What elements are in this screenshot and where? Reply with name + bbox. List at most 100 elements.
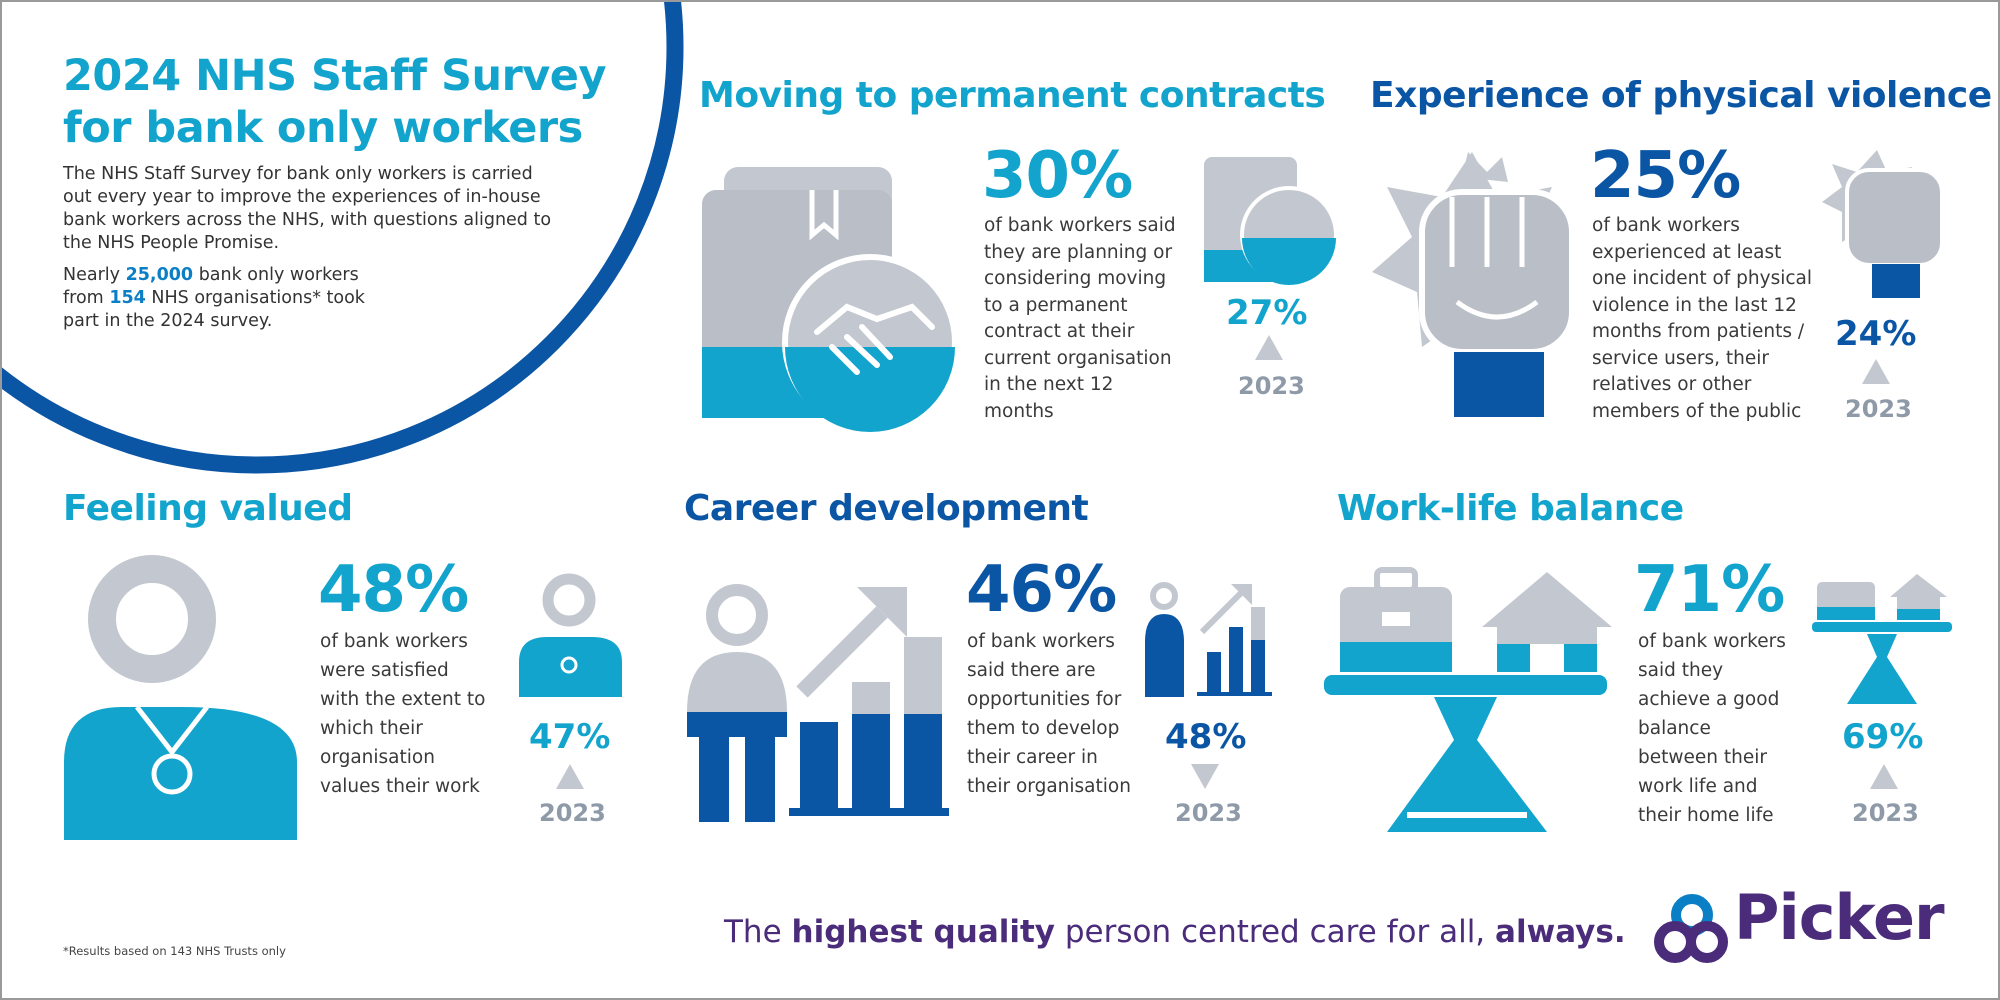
valued-icon-part [135, 705, 209, 757]
career-small-icon-part [1231, 584, 1252, 605]
logo-mark-part [1686, 921, 1728, 963]
balance-small-icon-part [1897, 609, 1940, 620]
contracts-small-icon [1204, 157, 1338, 285]
contracts-icon-part [814, 303, 935, 375]
balance-icon-part [1340, 642, 1452, 672]
violence-icon-part [1454, 352, 1544, 417]
violence-small-icon-part [1872, 264, 1920, 298]
footnote: *Results based on 143 NHS Trusts only [63, 944, 286, 958]
balance-icon-part [1387, 697, 1547, 832]
balance-small-icon-part [1890, 574, 1947, 620]
valued-icon-part [64, 707, 297, 840]
career-icon-part [800, 722, 838, 812]
career-icon-part [857, 587, 907, 637]
previous-value: 48% [1165, 717, 1247, 757]
text: Nearly [63, 265, 120, 285]
previous-year: 2023 [1175, 799, 1242, 827]
previous-value: 47% [529, 717, 611, 757]
previous-year: 2023 [1852, 799, 1919, 827]
balance-small-icon [1812, 574, 1952, 704]
previous-value: 24% [1835, 314, 1917, 354]
logo-mark [1654, 894, 1728, 963]
previous-year: 2023 [539, 799, 606, 827]
emphasis: always. [1495, 914, 1626, 950]
balance-icon-part [1407, 812, 1527, 818]
trend-arrow-up [1862, 359, 1890, 384]
previous-value: 69% [1842, 717, 1924, 757]
trend-arrow-up [1870, 764, 1898, 789]
header-arc [2, 2, 684, 474]
balance-icon-part [1374, 567, 1418, 593]
career-small-icon-part [1229, 627, 1243, 694]
stat-description: of bank workers were satisfied with the … [320, 631, 486, 797]
participation: Nearly 25,000 bank only workers from 154… [63, 264, 403, 333]
valued-icon-part [88, 555, 216, 683]
contracts-icon [702, 167, 958, 432]
previous-year: 2023 [1845, 395, 1912, 423]
emphasis: highest quality [791, 914, 1056, 950]
trend-arrow-up [1255, 335, 1283, 360]
previous-year: 2023 [1238, 372, 1305, 400]
career-icon-part [789, 808, 949, 816]
valued-small-icon-part [560, 656, 578, 674]
text: NHS organisations* took part in the 2024… [63, 288, 365, 331]
stat-description: of bank workers said they achieve a good… [1638, 631, 1786, 826]
text: The [724, 914, 782, 950]
section-title: Career development [684, 488, 1089, 529]
balance-icon-part [1324, 675, 1607, 695]
trend-arrow-down [1191, 764, 1219, 789]
career-small-icon-part [1199, 589, 1245, 635]
career-small-icon-part [1197, 692, 1272, 696]
valued-icon [64, 555, 297, 840]
section-title: Experience of physical violence [1370, 75, 1992, 116]
logo: Picker [1734, 881, 1945, 954]
text: bank only workers from [63, 265, 359, 308]
section-title: Moving to permanent contracts [699, 75, 1326, 116]
contracts-icon-part [785, 347, 955, 432]
career-small-icon [1145, 582, 1272, 697]
stat-description: of bank workers said there are opportuni… [967, 631, 1131, 797]
balance-small-icon-part [1847, 634, 1917, 704]
balance-small-icon-part [1817, 607, 1875, 620]
trend-arrow-up [556, 764, 584, 789]
intro: The NHS Staff Survey for bank only worke… [63, 164, 552, 253]
career-icon-part [852, 714, 890, 812]
career-icon-part [904, 714, 942, 812]
stat-value: 25% [1590, 139, 1741, 213]
contracts-small-icon-part [1242, 238, 1336, 285]
career-small-icon-part [1150, 582, 1178, 610]
valued-small-icon [519, 573, 622, 697]
valued-small-icon-part [542, 573, 596, 627]
section-title: Work-life balance [1337, 488, 1684, 529]
balance-small-icon-part [1812, 622, 1952, 632]
page-title: 2024 NHS Staff Survey for bank only work… [63, 51, 607, 153]
previous-value: 27% [1226, 293, 1308, 333]
valued-icon-part [151, 753, 193, 795]
violence-icon-part [1449, 197, 1539, 320]
stat-value: 30% [982, 139, 1133, 213]
valued-small-icon-part [519, 637, 622, 697]
stat-value: 48% [318, 553, 469, 627]
career-small-icon-part [1207, 652, 1221, 694]
career-icon-part [796, 606, 888, 698]
career-small-icon-part [1251, 640, 1265, 694]
violence-small-icon [1822, 150, 1944, 298]
balance-icon [1324, 567, 1612, 832]
tagline: The highest quality person centred care … [724, 914, 1626, 950]
text: person centred care for all, [1064, 914, 1486, 950]
section-title: Feeling valued [63, 488, 353, 529]
stat-value: 46% [966, 553, 1117, 627]
career-small-icon-part [1145, 614, 1184, 697]
count: 154 [109, 288, 146, 308]
stat-description: of bank workers experienced at least one… [1592, 215, 1813, 422]
career-icon-part [687, 712, 787, 822]
count: 25,000 [125, 265, 194, 285]
career-icon-part [706, 584, 768, 646]
violence-icon [1372, 152, 1575, 417]
violence-icon-part [1419, 189, 1575, 355]
balance-icon-part [1382, 612, 1410, 626]
balance-icon-part [1530, 644, 1564, 672]
stat-value: 71% [1634, 553, 1785, 627]
